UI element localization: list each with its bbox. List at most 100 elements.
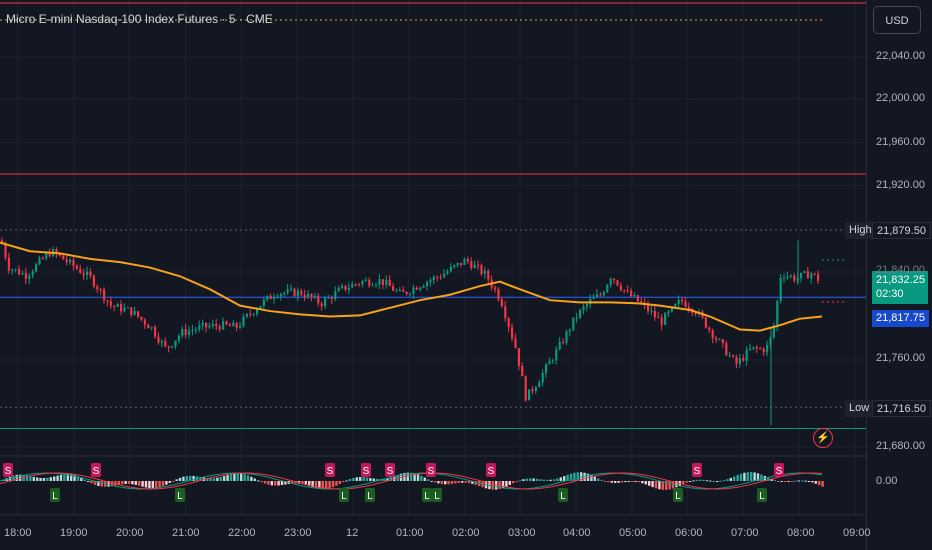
histogram-bar	[461, 481, 464, 483]
candle-body	[718, 339, 721, 341]
candle-body	[613, 278, 616, 281]
line-price-tag: 21,817.75	[872, 310, 929, 327]
candle-body	[500, 299, 503, 307]
candle-body	[256, 309, 259, 314]
histogram-bar	[342, 481, 345, 483]
moving-average-line	[0, 241, 823, 332]
histogram-bar	[338, 481, 341, 484]
histogram-bar	[729, 477, 732, 481]
histogram-bar	[359, 477, 362, 481]
histogram-bar	[804, 480, 807, 482]
candle-body	[143, 319, 146, 325]
candle-body	[24, 273, 27, 279]
candle-body	[521, 366, 524, 377]
candle-body	[494, 287, 497, 290]
candle-body	[14, 269, 17, 271]
signal-markers: S S S S S S S S SL L L L L L L L L	[3, 463, 784, 502]
price-tick: 21,760.00	[876, 352, 925, 364]
sell-signal-bg	[325, 463, 335, 477]
sell-signal-text: S	[363, 466, 370, 477]
buy-signal-bg	[673, 488, 683, 502]
histogram-bar	[416, 474, 420, 481]
histogram-bar	[709, 480, 712, 482]
histogram-bar	[454, 481, 457, 484]
histogram-bar	[226, 475, 229, 481]
histogram-bar	[756, 473, 760, 481]
histogram-bar	[209, 478, 212, 481]
candle-body	[466, 258, 469, 262]
buy-signal-bg	[558, 488, 568, 502]
histogram-bar	[685, 481, 688, 483]
histogram-bar	[593, 476, 596, 481]
candle-body	[279, 293, 282, 297]
candle-body	[803, 271, 806, 273]
candle-body	[759, 348, 762, 350]
sell-signal: S	[361, 463, 371, 477]
candle-body	[555, 349, 558, 361]
candle-body	[786, 276, 789, 278]
candle-body	[446, 271, 449, 274]
histogram-bar	[624, 481, 627, 483]
histogram-bar	[155, 481, 158, 489]
histogram-bar	[32, 476, 35, 481]
histogram-bar	[821, 481, 824, 487]
histogram-bar	[790, 481, 794, 482]
histogram-bar	[512, 481, 515, 484]
candle-body	[402, 289, 405, 292]
histogram-bar	[777, 481, 780, 482]
candle-body	[640, 301, 643, 303]
histogram-bar	[121, 481, 124, 485]
candle-body	[735, 356, 738, 364]
sell-signal-text: S	[387, 466, 394, 477]
time-tick: 22:00	[228, 527, 256, 539]
histogram-bar	[263, 481, 267, 484]
lightning-alert-icon[interactable]: ⚡	[813, 428, 833, 448]
histogram-bar	[546, 479, 549, 481]
candle-body	[721, 339, 724, 344]
buy-signal-text: L	[759, 491, 765, 502]
candle-body	[470, 261, 473, 269]
candle-body	[140, 316, 143, 320]
candle-body	[225, 321, 228, 325]
histogram-bar	[712, 480, 715, 482]
histogram-bar	[440, 481, 443, 485]
histogram-bar	[801, 480, 804, 482]
histogram-bar	[90, 481, 93, 484]
histogram-bar	[260, 481, 263, 483]
candle-body	[337, 287, 340, 292]
sell-signal-bg	[3, 463, 13, 477]
candle-body	[704, 317, 707, 328]
histogram-bar	[600, 479, 603, 481]
histogram-bar	[464, 481, 467, 483]
histogram-bar	[328, 481, 331, 489]
time-tick: 07:00	[731, 527, 759, 539]
time-tick: 23:00	[284, 527, 312, 539]
price-axis-separator	[866, 0, 867, 550]
histogram-bar	[654, 481, 658, 489]
time-tick: 21:00	[172, 527, 200, 539]
sell-signal-bg	[486, 463, 496, 477]
histogram-bar	[644, 481, 647, 485]
histogram-bar	[627, 481, 630, 482]
histogram-bar	[219, 477, 222, 481]
histogram-bar	[818, 481, 821, 486]
histogram-bar	[573, 472, 576, 481]
candle-body	[653, 310, 656, 318]
candle-body	[45, 253, 48, 259]
histogram-bar	[423, 477, 426, 481]
candle-body	[75, 266, 78, 269]
indicator-pane	[0, 472, 824, 490]
candle-body	[344, 285, 347, 290]
histogram-bar	[280, 481, 284, 486]
currency-button[interactable]: USD	[873, 6, 921, 34]
histogram-bar	[444, 481, 447, 485]
sell-signal-bg	[426, 463, 436, 477]
candle-body	[449, 266, 452, 272]
candle-body	[572, 317, 575, 330]
histogram-bar	[437, 481, 440, 484]
candle-body	[208, 325, 211, 328]
histogram-bar	[291, 481, 294, 484]
buy-signal-bg	[422, 488, 432, 502]
candle-body	[789, 275, 792, 277]
